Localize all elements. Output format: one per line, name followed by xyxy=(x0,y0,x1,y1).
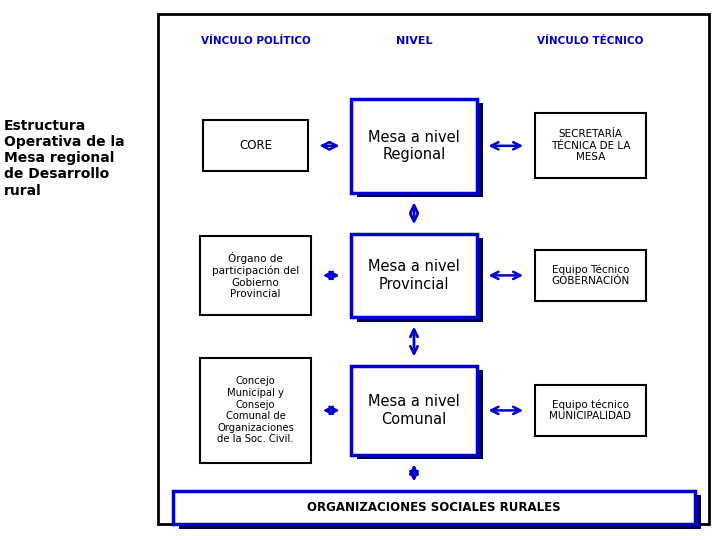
Text: VÍNCULO TÉCNICO: VÍNCULO TÉCNICO xyxy=(537,36,644,45)
Text: Mesa a nivel
Regional: Mesa a nivel Regional xyxy=(368,130,460,162)
Text: SECRETARÍA
TÉCNICA DE LA
MESA: SECRETARÍA TÉCNICA DE LA MESA xyxy=(551,129,630,163)
Bar xyxy=(179,495,701,529)
Bar xyxy=(199,357,311,463)
Bar xyxy=(203,120,307,172)
Bar xyxy=(173,491,695,524)
Text: VÍNCULO POLÍTICO: VÍNCULO POLÍTICO xyxy=(201,36,310,45)
Bar xyxy=(534,384,647,436)
Text: Equipo técnico
MUNICIPALIDAD: Equipo técnico MUNICIPALIDAD xyxy=(549,400,631,421)
Bar xyxy=(351,99,477,193)
Bar xyxy=(534,113,647,178)
Text: Concejo
Municipal y
Consejo
Comunal de
Organizaciones
de la Soc. Civil.: Concejo Municipal y Consejo Comunal de O… xyxy=(217,376,294,444)
Text: Equipo Técnico
GOBERNACIÓN: Equipo Técnico GOBERNACIÓN xyxy=(552,265,629,286)
Bar xyxy=(534,249,647,301)
Bar xyxy=(351,366,477,455)
Text: Mesa a nivel
Comunal: Mesa a nivel Comunal xyxy=(368,394,460,427)
Text: CORE: CORE xyxy=(239,139,272,152)
Bar xyxy=(356,103,482,197)
Text: Mesa a nivel
Provincial: Mesa a nivel Provincial xyxy=(368,259,460,292)
Text: Estructura
Operativa de la
Mesa regional
de Desarrollo
rural: Estructura Operativa de la Mesa regional… xyxy=(4,119,125,198)
Text: NIVEL: NIVEL xyxy=(396,36,432,45)
Text: ORGANIZACIONES SOCIALES RURALES: ORGANIZACIONES SOCIALES RURALES xyxy=(307,501,561,514)
Bar xyxy=(356,238,482,322)
Text: Órgano de
participación del
Gobierno
Provincial: Órgano de participación del Gobierno Pro… xyxy=(212,252,300,299)
Bar xyxy=(351,233,477,317)
Bar xyxy=(158,14,709,524)
Bar xyxy=(199,237,311,314)
Bar xyxy=(356,370,482,459)
